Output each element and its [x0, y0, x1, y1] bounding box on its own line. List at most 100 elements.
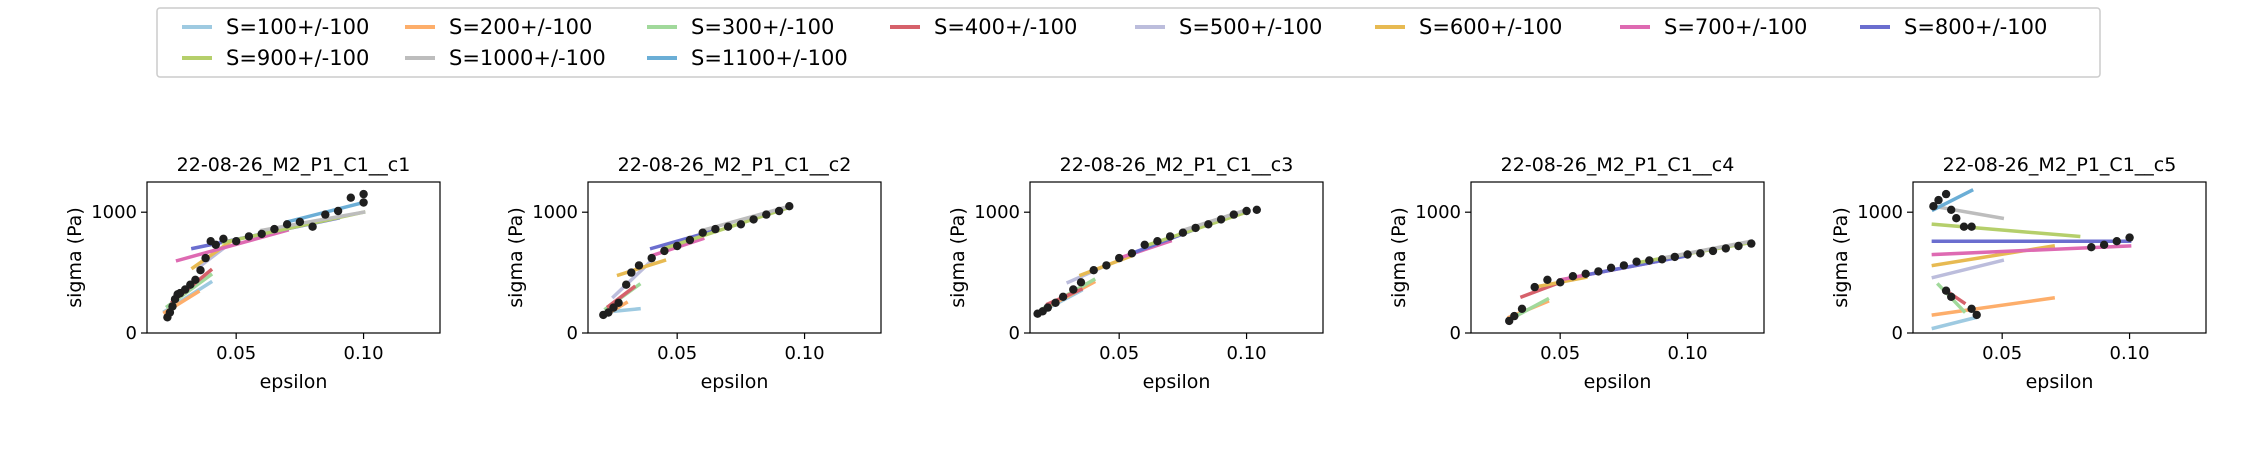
- data-point: [308, 222, 317, 231]
- data-point: [1734, 241, 1743, 251]
- y-tick-label: 1000: [1857, 202, 1903, 223]
- chart-panel: 22-08-26_M2_P1_C1__c3 0.05 0.10 0 1000 epsilo…: [947, 154, 1324, 393]
- data-point: [1606, 263, 1616, 272]
- data-point: [736, 220, 746, 229]
- data-point: [196, 266, 205, 275]
- legend-label: S=500+/-100: [1179, 15, 1322, 39]
- plot-frame: [587, 181, 882, 334]
- legend-label: S=100+/-100: [226, 15, 369, 39]
- legend-item: S=500+/-100: [1135, 15, 1322, 39]
- plot-frame: [146, 181, 441, 334]
- data-point: [295, 217, 305, 227]
- data-point: [1102, 261, 1111, 270]
- data-point: [1696, 249, 1705, 258]
- data-point: [1153, 237, 1162, 246]
- y-tick-label: 1000: [532, 202, 578, 223]
- data-point: [244, 232, 254, 241]
- data-point: [1941, 189, 1951, 199]
- x-tick-label: 0.10: [1227, 343, 1267, 364]
- data-point: [1242, 206, 1251, 216]
- data-point: [1947, 205, 1956, 214]
- data-point: [1972, 310, 1981, 320]
- plot-frame: [1029, 181, 1324, 334]
- y-tick-label: 0: [1009, 323, 1020, 344]
- data-point: [1708, 246, 1718, 256]
- plot-frame: [1912, 181, 2207, 334]
- data-point: [1967, 304, 1976, 313]
- y-tick-label: 0: [1892, 323, 1903, 344]
- series-line: [1931, 315, 1979, 331]
- series-line: [605, 284, 637, 309]
- data-point: [2087, 243, 2096, 252]
- data-point: [1140, 240, 1149, 249]
- data-point: [1556, 278, 1565, 287]
- x-tick-label: 0.10: [1668, 343, 1708, 364]
- data-point: [1581, 269, 1590, 278]
- series-line: [1931, 204, 2005, 221]
- legend-item: S=700+/-100: [1620, 15, 1807, 39]
- legend-label: S=300+/-100: [691, 15, 834, 39]
- data-point: [321, 210, 330, 219]
- x-tick-label: 0.05: [1099, 343, 1139, 364]
- data-point: [232, 237, 241, 246]
- chart-panel: 22-08-26_M2_P1_C1__c2 0.05 0.10 0 1000 epsilo…: [505, 154, 882, 393]
- x-axis-label: epsilon: [1584, 371, 1652, 393]
- data-point: [1670, 252, 1680, 262]
- data-point: [1127, 249, 1137, 258]
- legend-frame: [156, 7, 2101, 78]
- x-axis-label: epsilon: [260, 371, 328, 393]
- data-point: [1543, 275, 1552, 284]
- chart-panel: 22-08-26_M2_P1_C1__c4 0.05 0.10 0 1000 epsilo…: [1388, 154, 1765, 393]
- data-point: [1952, 214, 1961, 223]
- data-point: [1967, 222, 1976, 231]
- y-tick-label: 0: [567, 323, 578, 344]
- data-point: [1721, 244, 1731, 253]
- data-point: [1517, 304, 1527, 313]
- x-tick-label: 0.10: [344, 343, 384, 364]
- data-point: [774, 206, 784, 216]
- series-line: [190, 238, 234, 271]
- data-point: [614, 298, 623, 307]
- y-axis-label: sigma (Pa): [1830, 207, 1852, 308]
- chart-title: 22-08-26_M2_P1_C1__c4: [1501, 154, 1735, 176]
- x-tick-label: 0.05: [216, 343, 256, 364]
- y-tick-label: 1000: [974, 202, 1020, 223]
- data-point: [1191, 223, 1200, 233]
- data-point: [1178, 228, 1188, 237]
- data-point: [711, 224, 720, 234]
- x-axis-label: epsilon: [701, 371, 769, 393]
- data-point: [622, 280, 631, 289]
- data-point: [1568, 272, 1578, 281]
- panels: 22-08-26_M2_P1_C1__c1 0.05 0.10 0 1000 epsilo…: [64, 154, 2207, 393]
- data-point: [1530, 282, 1539, 292]
- data-point: [1747, 239, 1756, 248]
- data-point: [191, 275, 200, 284]
- data-point: [634, 261, 644, 270]
- legend-label: S=900+/-100: [226, 46, 369, 70]
- data-point: [2112, 237, 2121, 246]
- legend-item: S=600+/-100: [1375, 15, 1562, 39]
- chart-title: 22-08-26_M2_P1_C1__c5: [1943, 154, 2177, 176]
- legend-item: S=300+/-100: [647, 15, 834, 39]
- data-point: [1632, 257, 1641, 266]
- legend-item: S=400+/-100: [890, 15, 1077, 39]
- x-axis-label: epsilon: [1143, 371, 1211, 393]
- y-tick-label: 0: [126, 323, 137, 344]
- data-point: [698, 228, 707, 237]
- data-point: [359, 198, 368, 207]
- data-point: [1252, 205, 1262, 214]
- x-tick-label: 0.10: [785, 343, 825, 364]
- legend-label: S=1000+/-100: [449, 46, 606, 70]
- x-tick-label: 0.10: [2110, 343, 2150, 364]
- data-point: [1683, 250, 1692, 259]
- data-point: [168, 302, 177, 311]
- y-tick-label: 1000: [1415, 202, 1461, 223]
- y-axis-label: sigma (Pa): [1388, 207, 1410, 308]
- data-point: [647, 253, 656, 263]
- chart-panel: 22-08-26_M2_P1_C1__c5 0.05 0.10 0 1000 epsilo…: [1830, 154, 2207, 393]
- data-point: [1229, 210, 1239, 219]
- data-point: [685, 235, 695, 245]
- data-point: [673, 241, 682, 251]
- data-point: [219, 234, 228, 243]
- data-point: [1069, 285, 1078, 294]
